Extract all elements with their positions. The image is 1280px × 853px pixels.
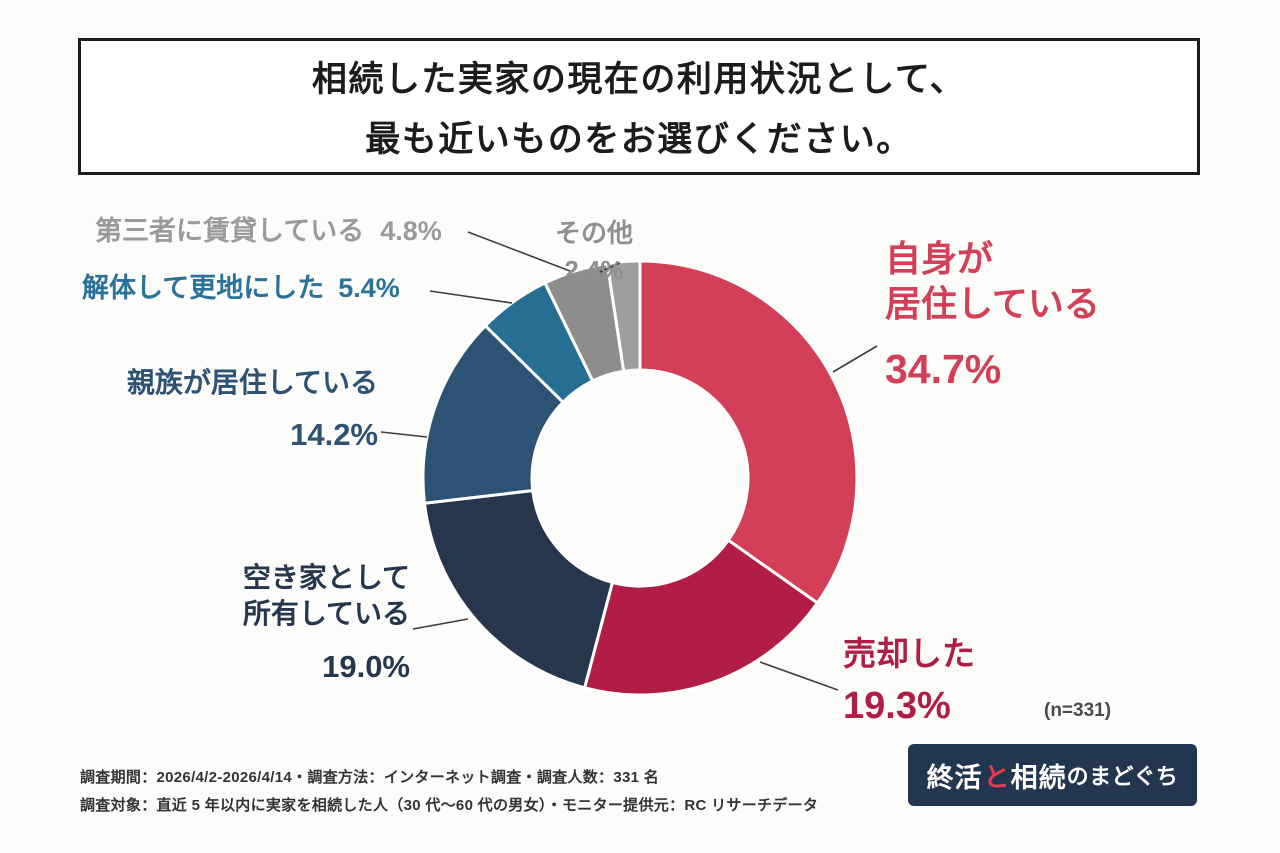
callout-sold-label: 売却した <box>843 635 975 672</box>
donut-slice-2 <box>422 489 614 690</box>
donut-slice-1 <box>583 538 819 697</box>
callout-third-party-label: 第三者に賃貸している <box>95 216 365 246</box>
donut-slices <box>421 259 859 697</box>
callout-demolished-label: 解体して更地にした <box>82 273 325 303</box>
callout-demolished: 解体して更地にした 5.4% <box>82 272 400 304</box>
callout-third-party: 第三者に賃貸している 4.8% <box>95 215 442 247</box>
page-title-line1: 相続した実家の現在の利用状況として、 <box>311 60 967 99</box>
leader-line-sold <box>759 661 839 691</box>
callout-self-line1: 自身が <box>885 238 994 279</box>
title-box: 相続した実家の現在の利用状況として、 最も近いものをお選びください。 <box>78 38 1200 175</box>
logo-part1: 終活 <box>926 762 983 793</box>
callout-demolished-value: 5.4% <box>338 273 400 303</box>
callout-relatives-value: 14.2% <box>290 416 378 452</box>
callout-vacant: 空き家として 所有している 19.0% <box>210 560 410 687</box>
callout-third-party-value: 4.8% <box>380 216 442 246</box>
sample-size-note: (n=331) <box>1044 700 1112 721</box>
donut-slice-0 <box>638 259 859 605</box>
leader-line-self <box>832 345 878 373</box>
callout-relatives-label: 親族が居住している <box>126 367 378 398</box>
logo-accent: と <box>983 761 1010 792</box>
callout-relatives: 親族が居住している 14.2% <box>96 366 378 453</box>
callout-vacant-line1: 空き家として <box>242 562 410 593</box>
callout-other-label: その他 <box>554 218 633 248</box>
brand-logo: 終活 と 相続 のまどぐち <box>908 744 1197 806</box>
callout-vacant-line2: 所有している <box>242 598 410 630</box>
logo-part4: のまどぐち <box>1066 764 1179 789</box>
callout-sold: 売却した 19.3% <box>843 634 975 729</box>
callout-self-line2: 居住している <box>885 283 1100 324</box>
survey-meta-line2: 調査対象：直近 5 年以内に実家を相続した人（30 代〜60 代の男女）・モニタ… <box>80 797 819 814</box>
callout-other-value: 2.4% <box>564 255 624 286</box>
callout-self-value: 34.7% <box>885 346 1002 392</box>
callout-vacant-value: 19.0% <box>322 648 410 684</box>
leader-line-vacant <box>412 618 469 630</box>
leader-line-other <box>599 262 621 273</box>
leader-line-relatives <box>380 431 428 438</box>
donut-slice-6 <box>605 259 642 373</box>
callout-other: その他 2.4% <box>548 218 640 286</box>
leader-lines <box>380 231 878 691</box>
page-title-line2: 最も近いものをお選びください。 <box>365 120 913 159</box>
logo-part3: 相続 <box>1010 762 1067 793</box>
survey-meta-line1: 調査期間：2026/4/2-2026/4/14・調査方法：インターネット調査・調… <box>80 769 660 786</box>
leader-line-demolished <box>429 290 513 304</box>
callout-sold-value: 19.3% <box>843 684 951 727</box>
leader-line-third-party <box>467 231 571 272</box>
callout-self: 自身が 居住している 34.7% <box>885 236 1100 395</box>
